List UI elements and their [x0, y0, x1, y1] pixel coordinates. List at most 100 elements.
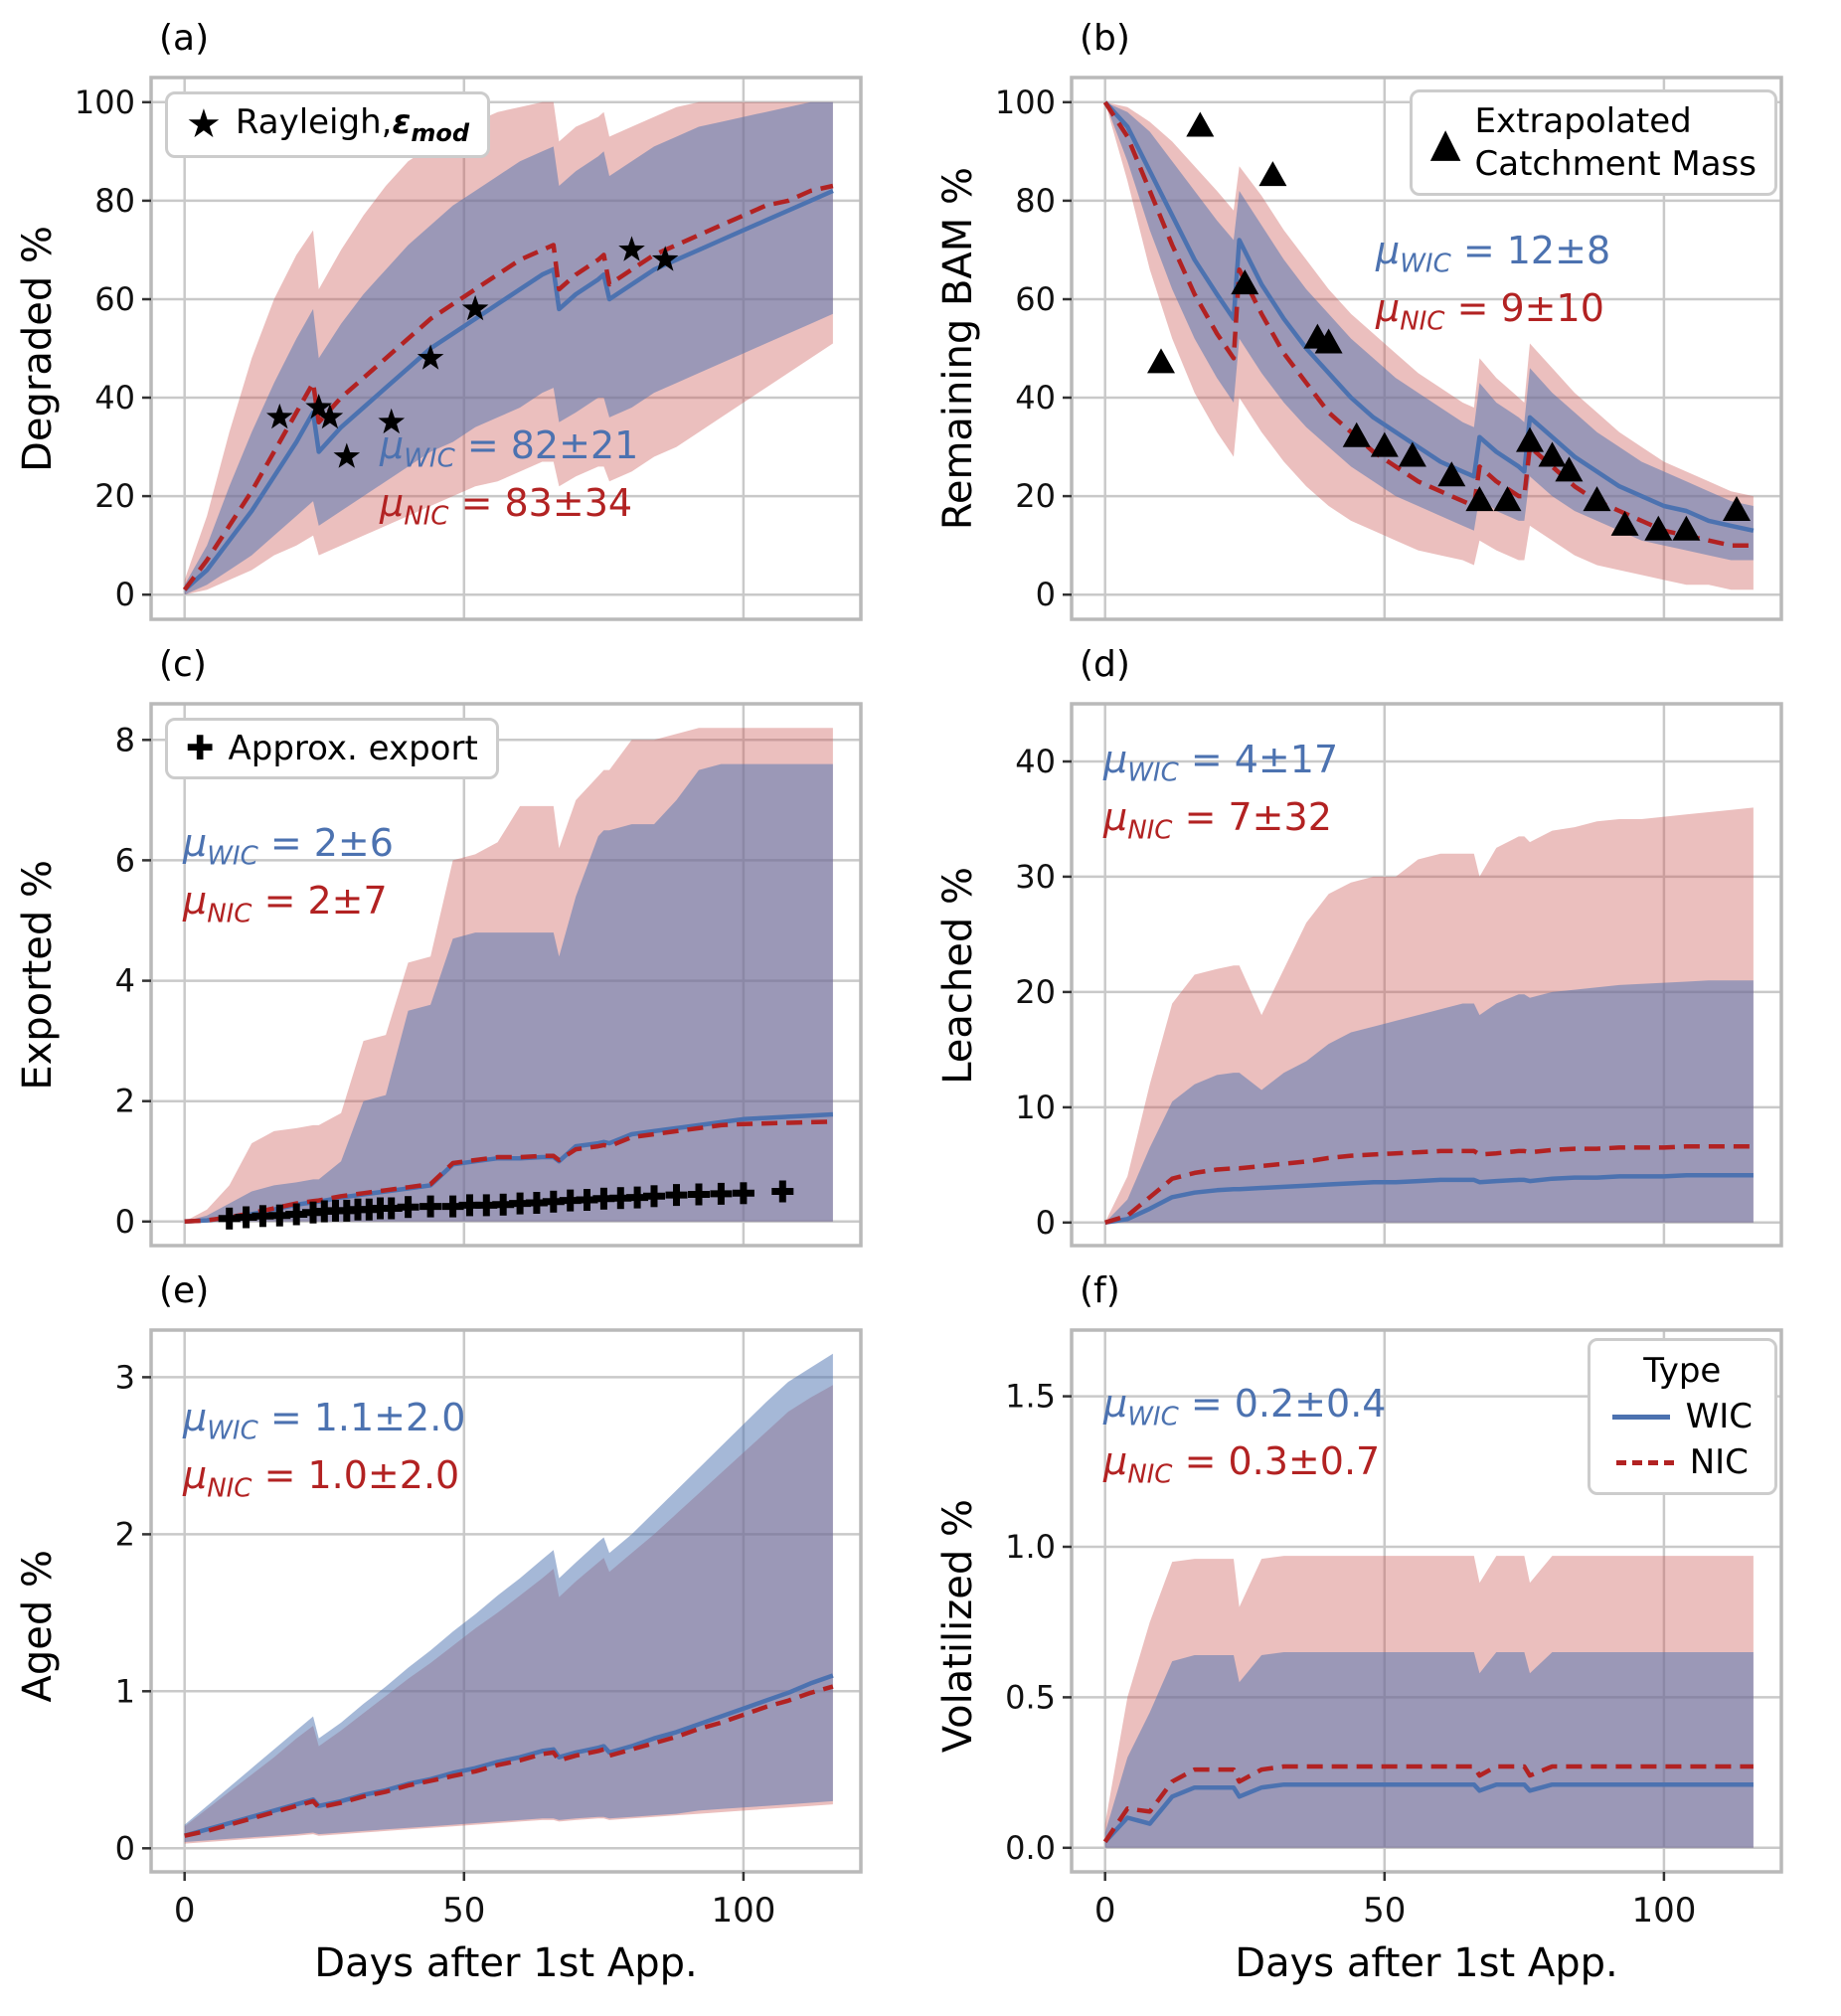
y-tick-label: 10 [1015, 1089, 1056, 1126]
star-marker [266, 403, 293, 429]
y-tick-label: 0.0 [1005, 1829, 1056, 1867]
star-marker [316, 403, 344, 429]
triangle-marker [1437, 461, 1466, 487]
panel-f-letter: (f) [1080, 1270, 1120, 1311]
mu-nic-stat: μNIC = 0.3±0.7 [1103, 1438, 1381, 1490]
panel-f-plot: 0.0 0.5 1.0 1.5 0 50 100 [1005, 1328, 1783, 1931]
triangle-marker [1231, 269, 1259, 295]
ylabel-text: Remaining BAM % [935, 167, 981, 531]
legend-export-label: Approx. export [228, 729, 478, 768]
panel-d-stats: μWIC = 4±17 μNIC = 7±32 [1103, 734, 1338, 849]
legend-entry-wic: WIC [1611, 1397, 1753, 1436]
nic-median-line [1102, 1764, 1754, 1843]
panel-b-stats: μWIC = 12±8 μNIC = 9±10 [1376, 225, 1610, 340]
panel-f-stats: μWIC = 0.2±0.4 μNIC = 0.3±0.7 [1103, 1378, 1386, 1493]
mu-wic-stat: μWIC = 2±6 [183, 821, 394, 872]
y-tick-label: 40 [94, 379, 135, 417]
star-marker [618, 236, 645, 261]
wic-median-line [1103, 1781, 1754, 1844]
panel-d-letter: (d) [1080, 644, 1130, 685]
axes-frame [1070, 1328, 1783, 1874]
nic-median-line [182, 183, 834, 591]
legend-rayleigh: ★ Rayleigh,εmod [165, 91, 491, 158]
x-axis-label: Days after 1st App. [1235, 1940, 1618, 1986]
y-tick-label: 8 [115, 721, 135, 758]
y-tick-label: 80 [1015, 182, 1056, 220]
mu-nic-stat: μNIC = 1.0±2.0 [183, 1452, 460, 1504]
ylabel-text: Exported % [15, 860, 61, 1091]
panel-c-stats: μWIC = 2±6 μNIC = 2±7 [183, 817, 394, 932]
triangle-marker [1610, 510, 1639, 536]
star-marker [333, 442, 361, 468]
star-marker [461, 294, 489, 321]
triangle-marker [1723, 496, 1751, 521]
mu-nic-stat: μNIC = 7±32 [1103, 794, 1332, 846]
legend-catchment: ▲ Extrapolated Catchment Mass [1409, 89, 1777, 196]
legend-type: Type WIC NIC [1587, 1338, 1777, 1495]
axes-frame [149, 76, 863, 621]
mu-wic-stat: μWIC = 82±21 [380, 423, 639, 474]
ylabel-text: Aged % [15, 1550, 61, 1703]
triangle-marker [1258, 161, 1287, 187]
star-marker [417, 344, 444, 370]
x-tick-label: 50 [1363, 1891, 1406, 1931]
y-tick-label: 60 [1015, 280, 1056, 318]
ylabel-text: Volatilized % [935, 1499, 981, 1754]
nic-median-line [184, 1119, 833, 1225]
mu-nic-stat: μNIC = 9±10 [1376, 285, 1604, 337]
y-tick-label: 2 [115, 1515, 135, 1553]
star-marker [378, 408, 406, 434]
y-tick-label: 100 [995, 84, 1056, 121]
wic-uncertainty-band [1104, 101, 1754, 561]
triangle-marker [1644, 515, 1673, 541]
triangle-marker [1186, 111, 1215, 137]
triangle-marker [1342, 421, 1371, 447]
panel-e-plot: 0 1 2 3 0 50 100 [115, 1328, 863, 1931]
axes-frame [149, 1328, 863, 1874]
panel-c-plotwrap: 0 2 4 6 8 ✚ Approx. export μWIC = 2±6 μNIC =… [66, 692, 867, 1259]
y-tick-label: 100 [75, 84, 135, 121]
x-tick-label: 0 [174, 1891, 196, 1931]
panel-b: (b) Remaining BAM % 0 20 40 60 80 100 ▲ Extra… [930, 16, 1841, 632]
ylabel-text: Leached % [935, 866, 981, 1085]
y-tick-label: 0 [1036, 1204, 1056, 1242]
panel-b-ylabel: Remaining BAM % [930, 66, 986, 632]
panel-a-stats: μWIC = 82±21 μNIC = 83±34 [380, 420, 638, 535]
triangle-marker [1314, 328, 1343, 354]
triangle-marker [1538, 441, 1567, 467]
legend-type-title: Type [1643, 1351, 1722, 1391]
triangle-marker [1147, 348, 1175, 374]
y-tick-label: 0.5 [1005, 1678, 1056, 1716]
mu-wic-stat: μWIC = 1.1±2.0 [183, 1396, 466, 1446]
panel-e-plotwrap: 0 1 2 3 0 50 100 μWIC = 1.1±2.0 μNIC = 1.0±2.0 [66, 1318, 867, 1934]
x-tick-label: 0 [1094, 1891, 1116, 1931]
panel-e-letter: (e) [159, 1270, 210, 1311]
wic-uncertainty-band [184, 101, 833, 595]
panel-b-plot: 0 20 40 60 80 100 [995, 76, 1783, 621]
triangle-icon: ▲ [1429, 119, 1461, 166]
triangle-marker [1583, 486, 1611, 512]
triangle-marker [1370, 431, 1399, 457]
panel-c-ylabel: Exported % [10, 692, 66, 1259]
panel-b-plotwrap: 0 20 40 60 80 100 ▲ Extrapolated Catchment Mas… [986, 66, 1787, 632]
y-tick-label: 0 [115, 576, 135, 613]
y-tick-label: 30 [1015, 858, 1056, 896]
y-tick-label: 1.5 [1005, 1378, 1056, 1416]
mu-nic-stat: μNIC = 2±7 [183, 878, 388, 929]
mu-wic-stat: μWIC = 4±17 [1103, 738, 1339, 788]
panel-a-ylabel: Degraded % [10, 66, 66, 632]
panel-a: (a) Degraded % 0 20 40 60 80 100 ★ Rayleigh,ε… [10, 16, 930, 632]
y-tick-label: 2 [115, 1083, 135, 1120]
panel-a-plot: 0 20 40 60 80 100 [75, 76, 863, 621]
axes-frame [1070, 76, 1783, 621]
wic-median-line [1104, 1173, 1754, 1226]
panel-e: (e) Aged % 0 1 2 3 0 50 100 μWIC = 1.1±2.0 μNI… [10, 1268, 930, 1986]
y-tick-label: 40 [1015, 743, 1056, 780]
y-tick-label: 1.0 [1005, 1528, 1056, 1566]
wic-uncertainty-band [1104, 980, 1754, 1223]
wic-line-sample [1611, 1414, 1670, 1420]
legend-export: ✚ Approx. export [165, 718, 499, 779]
ylabel-text: Degraded % [15, 226, 61, 472]
y-tick-label: 0 [1036, 576, 1056, 613]
nic-line-sample [1615, 1459, 1674, 1465]
